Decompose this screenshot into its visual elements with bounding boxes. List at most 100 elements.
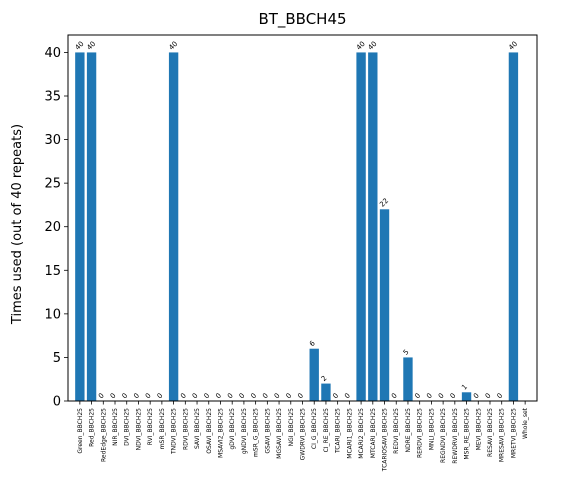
- x-tick-label: RVI_BBCH25: [147, 408, 154, 445]
- value-label: 0: [390, 392, 399, 401]
- x-tick-label: SAVI_BBCH25: [194, 408, 201, 449]
- x-tick-label: GSAVI_BBCH25: [264, 408, 271, 454]
- bar-Red_BBCH25: [86, 52, 97, 402]
- value-label: 0: [273, 392, 282, 401]
- x-tick-label: DVI_BBCH25: [124, 408, 131, 446]
- x-tick-label: NDRE_BBCH25: [405, 408, 412, 453]
- x-tick-label: CI_RE_BBCH25: [323, 408, 330, 453]
- value-label: 0: [331, 392, 340, 401]
- x-tick-label: RDVI_BBCH25: [182, 408, 189, 450]
- bar-CI_RE_BBCH25: [321, 383, 331, 401]
- x-tick-label: Whole_set: [522, 407, 529, 439]
- value-label: 6: [308, 339, 317, 348]
- value-label: 0: [437, 392, 446, 401]
- value-label: 0: [413, 392, 422, 401]
- x-tick-label: MSR_RE_BBCH25: [464, 408, 471, 460]
- x-tick-label: GWDRVI_BBCH25: [300, 408, 307, 461]
- x-tick-label: gNDVI_BBCH25: [241, 408, 248, 454]
- x-tick-label: gDVI_BBCH25: [229, 408, 236, 450]
- x-tick-label: REDVI_BBCH25: [393, 408, 400, 454]
- x-tick-label: TNDVI_BBCH25: [171, 408, 178, 455]
- value-label: 0: [484, 392, 493, 401]
- y-tick-label: 10: [44, 307, 61, 322]
- value-label: 0: [261, 392, 270, 401]
- value-label: 0: [97, 392, 106, 401]
- x-tick-label: Red_BBCH25: [89, 408, 96, 447]
- value-label: 0: [343, 392, 352, 401]
- value-label: 0: [472, 392, 481, 401]
- y-axis-label: Times used (out of 40 repeats): [10, 124, 25, 325]
- value-label: 0: [296, 392, 305, 401]
- value-label: 0: [226, 392, 235, 401]
- x-tick-label: RESAVI_BBCH25: [487, 408, 494, 457]
- bar-CI_G_BBCH25: [309, 348, 319, 401]
- x-tick-label: MTCARI_BBCH25: [370, 408, 377, 458]
- value-label: 5: [402, 348, 411, 357]
- x-tick-label: OSAVI_BBCH25: [206, 408, 213, 454]
- value-label: 40: [74, 40, 86, 52]
- value-label: 1: [460, 383, 469, 392]
- y-tick-label: 0: [53, 395, 61, 410]
- bar-TCARIOSAVI_BBCH25: [379, 209, 390, 401]
- value-label: 0: [120, 392, 129, 401]
- value-label: 0: [203, 392, 212, 401]
- value-label: 40: [367, 40, 379, 52]
- value-label: 40: [167, 40, 179, 52]
- x-tick-label: NDVI_BBCH25: [135, 408, 142, 451]
- y-tick-label: 15: [44, 264, 61, 279]
- value-label: 40: [507, 40, 519, 52]
- x-axis-ticks: Green_BBCH25 Red_BBCH25 RedEdge_BBCH25 NIR_…: [77, 401, 529, 472]
- value-label: 0: [285, 392, 294, 401]
- value-label: 22: [378, 197, 390, 209]
- x-tick-label: TCARI_BBCH25: [335, 408, 342, 454]
- x-tick-label: CI_G_BBCH25: [311, 408, 318, 449]
- value-label: 0: [214, 392, 223, 401]
- x-tick-label: RERDVI_BBCH25: [417, 408, 424, 458]
- value-label: 0: [425, 392, 434, 401]
- value-label: 0: [179, 392, 188, 401]
- value-label: 0: [144, 392, 153, 401]
- value-label: 2: [320, 374, 329, 383]
- value-label: 0: [238, 392, 247, 401]
- value-label: 0: [495, 392, 504, 401]
- x-tick-label: MNLI_BBCH25: [428, 408, 435, 450]
- y-tick-label: 30: [44, 133, 61, 148]
- bar-TNDVI_BBCH25: [168, 52, 179, 402]
- x-tick-label: MRETVI_BBCH25: [510, 408, 517, 458]
- y-tick-label: 25: [44, 177, 61, 192]
- x-tick-label: MEVI_BBCH25: [475, 408, 482, 450]
- x-tick-label: Green_BBCH25: [77, 408, 84, 454]
- x-tick-label: NIR_BBCH25: [112, 408, 119, 446]
- value-label: 0: [249, 392, 258, 401]
- value-label: 0: [109, 392, 118, 401]
- x-tick-label: MSAVI2_BBCH25: [217, 408, 224, 458]
- value-label: 0: [191, 392, 200, 401]
- x-tick-label: RedEdge_BBCH25: [100, 408, 107, 462]
- bars-layer: [75, 52, 519, 402]
- x-tick-label: TCARIOSAVI_BBCH25: [382, 408, 389, 472]
- chart-title: BT_BBCH45: [258, 10, 346, 29]
- value-label: 40: [355, 40, 367, 52]
- x-tick-label: mSR_G_BBCH25: [253, 408, 260, 457]
- bar-Green_BBCH25: [75, 52, 85, 402]
- x-tick-label: MGSAVI_BBCH25: [276, 408, 283, 459]
- y-tick-label: 5: [53, 351, 61, 366]
- x-tick-label: MCARI2_BBCH25: [358, 408, 365, 459]
- x-tick-label: MCARI1_BBCH25: [346, 408, 353, 459]
- bar-NDRE_BBCH25: [403, 357, 413, 401]
- value-label: 0: [156, 392, 165, 401]
- x-tick-label: NGI_BBCH25: [288, 408, 295, 447]
- y-axis-ticks: 0 5 10 15 20 25 30 35 40: [44, 46, 68, 410]
- x-tick-label: REWDRVI_BBCH25: [452, 408, 459, 464]
- x-tick-label: mSR_BBCH25: [159, 408, 166, 449]
- y-tick-label: 40: [44, 46, 61, 61]
- bar-MCARI2_BBCH25: [356, 52, 366, 402]
- x-tick-label: MRESAVI_BBCH25: [499, 408, 506, 462]
- y-tick-label: 20: [44, 220, 61, 235]
- bar-MRETVI_BBCH25: [508, 52, 519, 402]
- x-tick-label: REGNDVI_BBCH25: [440, 408, 447, 463]
- plot-frame: [67, 34, 538, 402]
- bar-MTCARI_BBCH25: [368, 52, 378, 402]
